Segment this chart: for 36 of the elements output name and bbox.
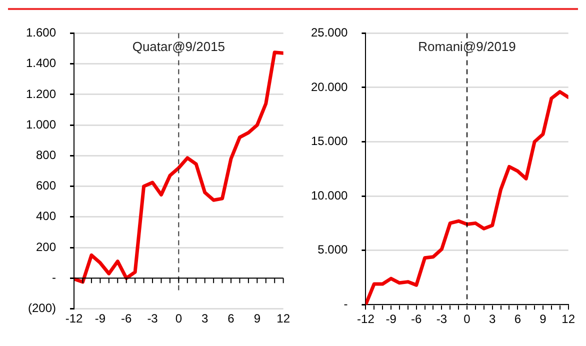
x-tick-label: -6 — [411, 312, 422, 326]
ref-line-label: Quatar@9/2015 — [132, 38, 226, 54]
y-tick-label: (200) — [28, 301, 56, 316]
ref-line-label: Romani@9/2019 — [418, 38, 516, 54]
y-tick-label: 5.000 — [318, 242, 348, 257]
y-tick-label: 1.400 — [26, 56, 56, 70]
x-tick-label: -12 — [65, 311, 84, 326]
x-tick-label: -9 — [386, 312, 397, 326]
y-tick-label: 600 — [36, 178, 56, 193]
y-tick-label: - — [344, 296, 348, 311]
y-tick-label: 1.600 — [26, 26, 56, 40]
x-tick-label: -12 — [357, 312, 375, 326]
x-tick-label: 3 — [201, 311, 208, 326]
y-tick-label: 25.000 — [311, 26, 348, 40]
y-tick-label: 10.000 — [311, 188, 348, 202]
x-tick-label: 3 — [489, 312, 496, 326]
x-tick-label: -3 — [436, 312, 448, 326]
x-tick-label: 9 — [254, 311, 261, 326]
x-tick-label: 12 — [562, 312, 576, 326]
y-tick-label: 800 — [36, 148, 56, 162]
x-tick-label: 9 — [540, 312, 547, 326]
x-tick-label: -9 — [94, 311, 106, 326]
x-tick-label: 6 — [228, 311, 235, 326]
y-tick-label: 1.000 — [26, 117, 56, 132]
y-tick-label: - — [52, 270, 56, 284]
x-tick-label: -6 — [121, 311, 132, 326]
x-tick-label: 0 — [175, 311, 182, 326]
y-tick-label: 400 — [36, 209, 56, 224]
x-tick-label: 0 — [464, 312, 471, 326]
x-tick-label: 6 — [514, 312, 522, 326]
x-tick-label: 12 — [276, 311, 290, 326]
y-tick-label: 20.000 — [311, 80, 348, 94]
y-tick-label: 15.000 — [311, 134, 348, 148]
y-tick-label: 200 — [36, 240, 56, 254]
x-tick-label: -3 — [147, 311, 158, 326]
y-tick-label: 1.200 — [26, 86, 56, 101]
